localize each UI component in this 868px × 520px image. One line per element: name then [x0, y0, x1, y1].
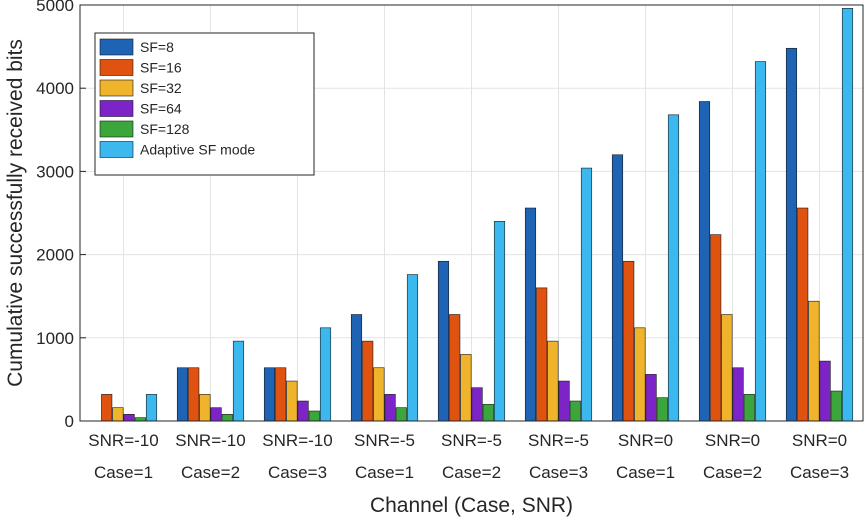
legend-label: Adaptive SF mode	[140, 142, 255, 158]
y-axis-ticks: 0 1000 2000 3000 4000 5000	[36, 0, 86, 431]
bar	[199, 394, 211, 422]
x-tick-label: SNR=0	[792, 431, 847, 450]
x-tick-label: Case=1	[355, 463, 414, 482]
bar	[188, 367, 200, 422]
bar	[710, 234, 722, 422]
bar	[493, 221, 506, 422]
bar	[732, 367, 744, 422]
bar	[785, 47, 798, 422]
bar	[623, 260, 635, 422]
x-tick-label: SNR=-5	[441, 431, 502, 450]
legend: SF=8 SF=16 SF=32 SF=64 SF=128 Adaptive SF mod…	[94, 32, 315, 176]
bar	[101, 394, 113, 422]
bar	[308, 410, 320, 422]
legend-swatch	[99, 38, 134, 56]
bar	[275, 367, 287, 422]
x-axis-ticks: SNR=-10 Case=1 SNR=-10 Case=2 SNR=-10 Case=3 S…	[88, 415, 849, 482]
x-tick-label: SNR=-5	[354, 431, 415, 450]
bar	[743, 394, 755, 422]
legend-swatch	[99, 100, 134, 117]
bar	[437, 260, 450, 422]
x-tick-label: Case=3	[268, 463, 327, 482]
bar	[145, 394, 158, 422]
x-tick-label: Case=1	[94, 463, 153, 482]
x-tick-label: SNR=-10	[88, 431, 158, 450]
x-tick-label: Case=2	[442, 463, 501, 482]
x-tick-label: SNR=0	[705, 431, 760, 450]
bar	[569, 400, 581, 422]
bar	[667, 114, 680, 422]
y-tick-label: 0	[65, 412, 74, 431]
legend-label: SF=16	[140, 60, 182, 76]
bar	[611, 154, 624, 422]
legend-swatch	[99, 141, 134, 158]
bar	[524, 207, 537, 422]
x-tick-label: SNR=0	[618, 431, 673, 450]
bar	[808, 300, 820, 422]
x-tick-label: SNR=-10	[262, 431, 332, 450]
bar	[263, 367, 276, 422]
bar	[350, 314, 363, 422]
x-tick-label: SNR=-5	[528, 431, 589, 450]
x-tick-label: Case=1	[616, 463, 675, 482]
legend-label: SF=8	[140, 39, 174, 55]
bar	[232, 340, 245, 422]
bar	[558, 380, 570, 422]
y-axis-label: Cumulative successfully received bits	[4, 39, 27, 387]
bar	[460, 354, 472, 422]
y-tick-label: 4000	[36, 79, 74, 98]
bar	[123, 414, 135, 422]
legend-label: SF=64	[140, 101, 182, 117]
legend-swatch	[99, 59, 134, 76]
x-tick-label: SNR=-10	[175, 431, 245, 450]
bar	[319, 327, 332, 422]
bar	[297, 400, 309, 422]
y-tick-label: 5000	[36, 0, 74, 15]
bar	[406, 274, 419, 422]
bar	[721, 314, 733, 422]
bar	[373, 367, 385, 422]
y-tick-label: 3000	[36, 162, 74, 181]
bar	[471, 387, 483, 422]
x-axis-label: Channel (Case, SNR)	[370, 494, 573, 517]
x-tick-label: Case=3	[529, 463, 588, 482]
x-tick-label: Case=2	[181, 463, 240, 482]
bar	[819, 360, 831, 422]
bar	[395, 407, 407, 422]
bar	[384, 394, 396, 422]
y-tick-label: 2000	[36, 246, 74, 265]
bar	[645, 374, 657, 422]
bar	[830, 390, 842, 422]
bar	[176, 367, 189, 422]
legend-swatch	[99, 120, 134, 138]
bar	[112, 407, 124, 422]
legend-swatch	[99, 79, 134, 97]
bar	[754, 61, 767, 422]
bar	[547, 340, 559, 422]
legend-label: SF=128	[140, 121, 190, 137]
bar	[536, 287, 548, 422]
bar	[362, 340, 374, 422]
bar	[841, 8, 854, 422]
x-tick-label: Case=3	[790, 463, 849, 482]
bar	[221, 414, 233, 422]
bar	[286, 380, 298, 422]
bar	[449, 314, 461, 422]
bar	[797, 207, 809, 422]
bar	[580, 167, 593, 422]
bar	[698, 101, 711, 422]
bar	[210, 407, 222, 422]
bars	[101, 8, 854, 422]
bar	[634, 327, 646, 422]
bar	[656, 397, 668, 422]
legend-label: SF=32	[140, 80, 182, 96]
y-tick-label: 1000	[36, 329, 74, 348]
bar	[482, 404, 494, 422]
x-tick-label: Case=2	[703, 463, 762, 482]
